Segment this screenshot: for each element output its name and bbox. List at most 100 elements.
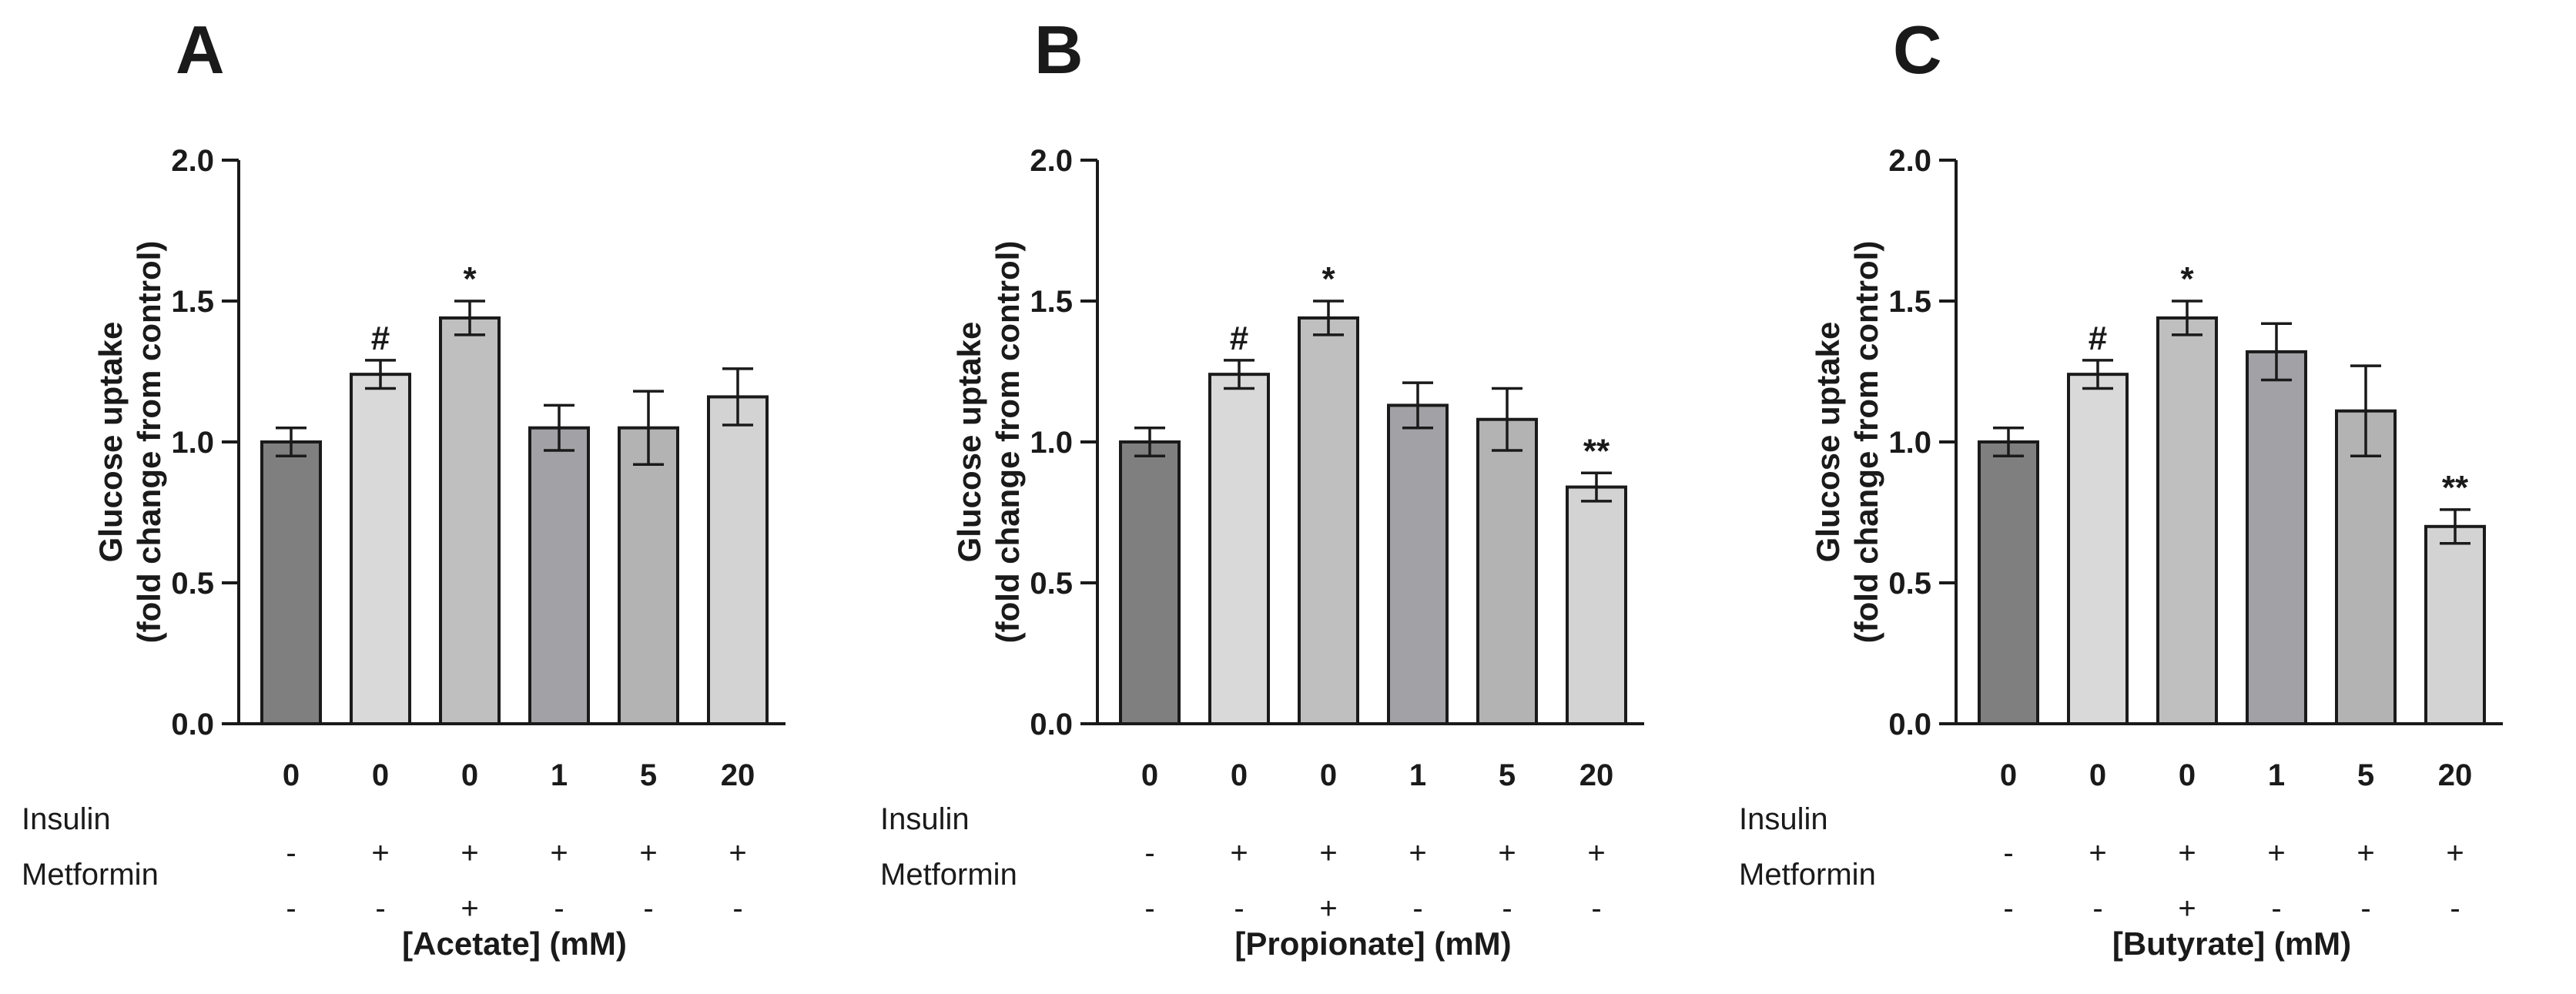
bar <box>707 395 769 725</box>
treatment-sign: - <box>2271 892 2281 925</box>
y-tick-label: 0.0 <box>1030 708 1073 741</box>
y-tick-label: 2.0 <box>1030 144 1073 178</box>
treatment-sign: + <box>1498 836 1516 870</box>
treatment-sign: - <box>1144 892 1154 925</box>
treatment-sign: - <box>1591 892 1601 925</box>
category-label: 0 <box>1141 758 1158 792</box>
significance-marker: # <box>2089 320 2107 357</box>
bar <box>2067 373 2129 725</box>
significance-marker: # <box>371 320 390 357</box>
category-label: 0 <box>283 758 300 792</box>
treatment-sign: + <box>1319 892 1337 925</box>
category-label: 1 <box>551 758 568 792</box>
treatment-row-name: Insulin <box>1739 802 1828 836</box>
y-tick-label: 0.5 <box>1030 567 1073 601</box>
chart-panel-a: A Glucose uptake (fold change from control… <box>0 0 859 994</box>
treatment-sign: - <box>554 892 564 925</box>
treatment-sign: + <box>2357 836 2374 870</box>
treatment-sign: + <box>2178 836 2196 870</box>
treatment-row-name: Insulin <box>22 802 111 836</box>
bar <box>2424 524 2486 725</box>
y-axis-title: Glucose uptake <box>951 322 987 563</box>
y-tick-label: 0.0 <box>171 708 214 741</box>
chart-panel-b: B Glucose uptake (fold change from control… <box>859 0 1717 994</box>
significance-marker: ** <box>1583 432 1610 470</box>
treatment-sign: - <box>732 892 742 925</box>
significance-marker: ** <box>2442 469 2469 507</box>
y-tick-label: 1.5 <box>1030 285 1073 319</box>
treatment-sign: + <box>1319 836 1337 870</box>
y-tick-label: 1.5 <box>171 285 214 319</box>
significance-marker: * <box>1321 260 1335 298</box>
treatment-sign: - <box>1412 892 1422 925</box>
y-tick-label: 1.5 <box>1888 285 1931 319</box>
treatment-row-name: Metformin <box>1739 858 1876 892</box>
bar <box>350 373 411 725</box>
y-tick-label: 1.0 <box>1888 426 1931 460</box>
treatment-sign: - <box>2360 892 2370 925</box>
treatment-sign: - <box>1502 892 1512 925</box>
treatment-sign: - <box>375 892 385 925</box>
treatment-sign: - <box>2003 892 2013 925</box>
category-label: 1 <box>1409 758 1426 792</box>
category-label: 20 <box>2438 758 2473 792</box>
y-tick-label: 0.0 <box>1888 708 1931 741</box>
x-axis-title: [Acetate] (mM) <box>402 925 627 962</box>
significance-marker: * <box>2180 260 2194 298</box>
treatment-sign: + <box>639 836 657 870</box>
category-label: 0 <box>1320 758 1337 792</box>
bar <box>1298 316 1359 725</box>
chart-svg-b: B Glucose uptake (fold change from control… <box>880 12 1644 962</box>
bar <box>439 316 501 725</box>
x-axis-title: [Butyrate] (mM) <box>2112 925 2351 962</box>
category-label: 0 <box>2000 758 2017 792</box>
bar <box>2246 350 2307 725</box>
y-tick-label: 1.0 <box>1030 426 1073 460</box>
chart-svg-c: C Glucose uptake (fold change from control… <box>1739 12 2503 962</box>
bar <box>1566 485 1627 725</box>
bar <box>2335 409 2397 725</box>
bar <box>1119 440 1181 725</box>
category-label: 20 <box>1579 758 1614 792</box>
bar <box>260 440 322 725</box>
treatment-sign: - <box>2450 892 2460 925</box>
category-label: 0 <box>2089 758 2106 792</box>
y-axis-subtitle: (fold change from control) <box>1848 241 1884 644</box>
treatment-sign: - <box>1144 836 1154 870</box>
treatment-sign: - <box>1234 892 1244 925</box>
category-label: 0 <box>372 758 389 792</box>
x-axis-title: [Propionate] (mM) <box>1234 925 1511 962</box>
panel-label: B <box>1034 12 1084 88</box>
treatment-sign: - <box>643 892 653 925</box>
bar <box>1978 440 2039 725</box>
treatment-sign: + <box>371 836 389 870</box>
bar <box>1387 403 1449 725</box>
category-label: 5 <box>640 758 657 792</box>
treatment-sign: - <box>2003 836 2013 870</box>
bar <box>528 426 590 725</box>
treatment-row-name: Insulin <box>880 802 970 836</box>
bar <box>1476 417 1538 725</box>
category-label: 1 <box>2268 758 2285 792</box>
y-tick-label: 2.0 <box>1888 144 1931 178</box>
treatment-sign: + <box>1409 836 1426 870</box>
treatment-sign: + <box>2267 836 2285 870</box>
y-axis-title: Glucose uptake <box>1810 322 1846 563</box>
treatment-sign: + <box>729 836 746 870</box>
y-tick-label: 1.0 <box>171 426 214 460</box>
treatment-sign: + <box>1230 836 1248 870</box>
treatment-sign: + <box>461 892 478 925</box>
y-tick-label: 0.5 <box>1888 567 1931 601</box>
panel-label: C <box>1893 12 1942 88</box>
significance-marker: * <box>463 260 477 298</box>
treatment-sign: - <box>2092 892 2102 925</box>
category-label: 20 <box>721 758 755 792</box>
treatment-sign: + <box>2178 892 2196 925</box>
y-axis-subtitle: (fold change from control) <box>990 241 1026 644</box>
category-label: 0 <box>2179 758 2196 792</box>
chart-svg-a: A Glucose uptake (fold change from control… <box>22 12 786 962</box>
panel-label: A <box>176 12 225 88</box>
treatment-sign: - <box>286 836 296 870</box>
y-tick-label: 2.0 <box>171 144 214 178</box>
bar <box>1208 373 1270 725</box>
